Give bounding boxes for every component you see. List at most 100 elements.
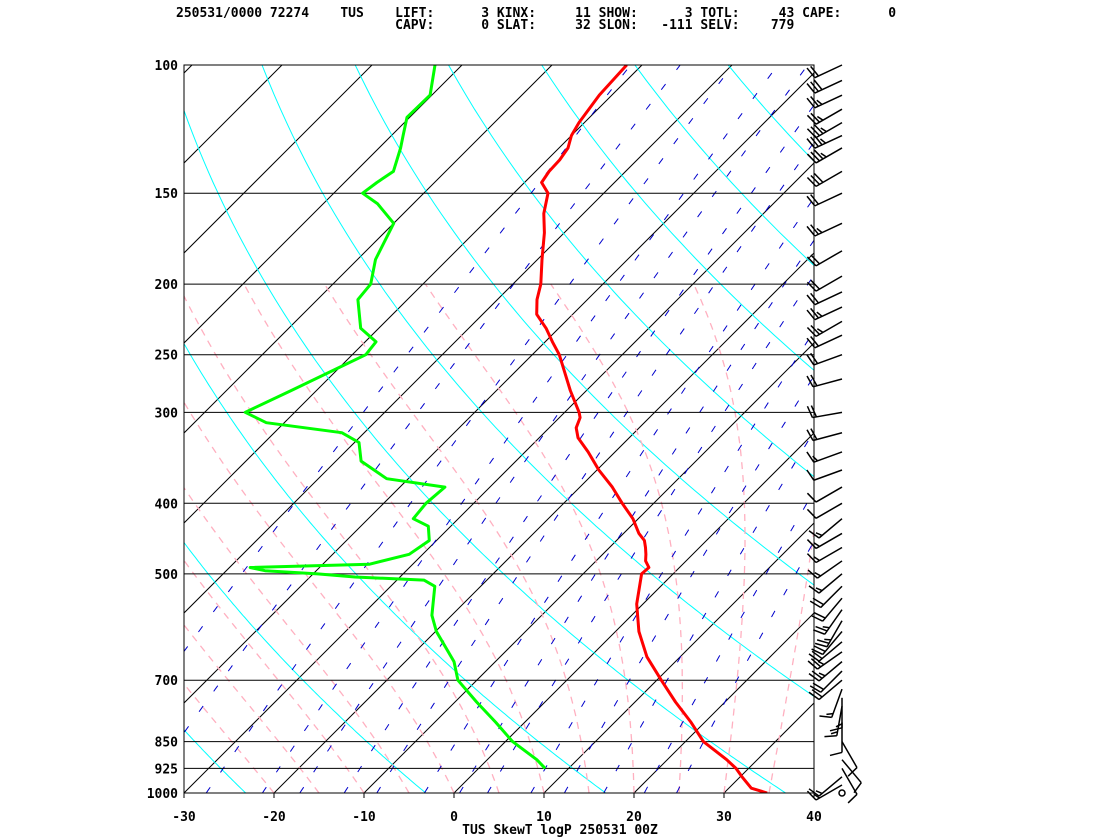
barb-staff	[815, 275, 843, 292]
barb-staff	[818, 679, 843, 701]
barb-staff	[818, 776, 843, 797]
wind-barb	[806, 306, 843, 321]
barb-full	[812, 682, 825, 691]
barb-full	[810, 374, 818, 387]
barb-half	[815, 587, 823, 592]
barb-staff	[813, 469, 843, 481]
barb-half	[813, 542, 820, 548]
barb-full	[847, 793, 858, 804]
barb-staff	[818, 573, 843, 594]
barb-full	[806, 294, 816, 306]
x-tick-label: 0	[450, 810, 458, 825]
barb-staff	[818, 518, 843, 539]
mixing-ratio-line	[603, 430, 814, 793]
barb-full	[808, 653, 820, 662]
wind-barb	[806, 94, 843, 109]
barb-full	[806, 195, 816, 207]
barb-staff	[831, 688, 843, 718]
barb-full	[806, 83, 816, 94]
wind-barb	[806, 546, 843, 564]
barb-full	[812, 629, 826, 635]
moist-adiabat-line	[184, 683, 275, 793]
barb-full	[810, 405, 818, 418]
barb-staff	[824, 609, 843, 635]
dry-adiabat-line	[915, 65, 1120, 793]
wind-barb	[806, 352, 843, 366]
barb-full	[806, 326, 817, 337]
barb-half	[814, 572, 822, 577]
barb-full	[810, 126, 821, 137]
wind-barb	[819, 688, 843, 719]
x-tick-label: 10	[536, 810, 552, 825]
barb-staff	[820, 585, 843, 608]
barb-staff	[813, 353, 843, 366]
wind-barb	[811, 597, 843, 622]
barb-half	[816, 328, 824, 334]
barb-staff	[820, 670, 843, 693]
mixing-ratio-line	[676, 540, 814, 793]
barb-full	[813, 172, 824, 183]
barb-full	[806, 256, 817, 267]
barb-full	[809, 685, 822, 693]
barb-full	[808, 788, 820, 797]
mixing-ratio-line	[205, 65, 734, 793]
wind-barb	[841, 759, 862, 794]
isotherm-line	[453, 432, 814, 793]
barb-staff	[816, 651, 843, 670]
wind-barb	[806, 469, 843, 481]
y-tick-label: 1000	[147, 787, 178, 802]
isotherm-line	[184, 72, 814, 704]
moist-adiabat-line	[184, 294, 500, 793]
moist-adiabat-line	[243, 283, 545, 793]
barb-staff	[813, 451, 843, 463]
x-tick-label: 40	[806, 810, 822, 825]
moist-adiabat-line	[424, 283, 635, 793]
barb-full	[806, 114, 817, 125]
barb-full	[811, 648, 824, 656]
barb-staff	[841, 741, 858, 768]
barb-full	[806, 354, 815, 366]
barb-full	[806, 790, 817, 801]
dry-adiabat-line	[184, 729, 247, 793]
barb-full	[847, 767, 858, 777]
barb-staff	[841, 767, 858, 795]
barb-full	[810, 279, 821, 290]
y-tick-label: 925	[155, 762, 178, 777]
barb-staff	[815, 108, 843, 125]
isotherm-line	[273, 252, 814, 793]
barb-full	[811, 650, 823, 660]
chart-title: TUS SkewT logP 250531 00Z	[462, 823, 658, 838]
wind-barb	[806, 121, 843, 139]
isotherm-line	[813, 792, 814, 793]
barb-full	[810, 65, 820, 77]
wind-barb	[808, 518, 843, 539]
barb-full	[806, 281, 817, 292]
barb-half	[820, 152, 827, 158]
wind-barb	[806, 428, 843, 442]
y-tick-label: 500	[155, 568, 179, 583]
wind-barb	[811, 631, 843, 656]
barb-half	[826, 712, 834, 716]
barb-full	[810, 194, 820, 205]
barb-full	[806, 225, 816, 237]
wind-barb	[824, 706, 843, 738]
barb-full	[808, 530, 820, 539]
isotherm-line	[363, 342, 814, 793]
barb-staff	[814, 334, 843, 349]
barb-full	[806, 508, 817, 519]
y-tick-label: 700	[155, 674, 179, 689]
isotherm-line	[184, 65, 373, 254]
barb-half	[815, 790, 823, 795]
barb-staff	[841, 759, 862, 784]
wind-barb	[806, 451, 843, 463]
barb-staff	[815, 320, 843, 338]
barb-half	[830, 731, 838, 735]
barb-full	[811, 689, 823, 698]
y-tick-label: 400	[155, 497, 179, 512]
barb-staff	[814, 79, 843, 94]
x-tick-label: 20	[626, 810, 642, 825]
barb-full	[806, 469, 815, 481]
mixing-ratio-line	[459, 239, 814, 793]
barb-staff	[822, 597, 843, 622]
barb-full	[811, 670, 823, 679]
